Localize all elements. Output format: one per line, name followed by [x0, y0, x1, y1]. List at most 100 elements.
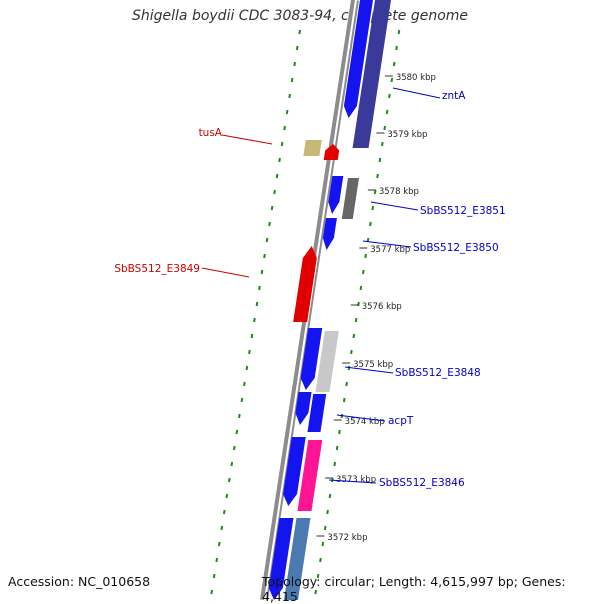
outer-tick-ring-mark	[395, 45, 398, 51]
outer-tick-ring-mark	[328, 493, 332, 499]
outer-tick-ring-mark	[316, 573, 320, 579]
outer-tick-ring-mark	[333, 461, 337, 467]
inner-tick-ring-mark	[260, 269, 264, 275]
outer-tick-ring-mark	[392, 61, 396, 67]
inner-tick-ring-mark	[240, 397, 244, 403]
inner-tick-ring-mark	[293, 61, 296, 67]
outer-tick-ring-mark	[364, 253, 367, 259]
gene-label-leader	[392, 87, 441, 99]
feature-block	[341, 178, 360, 219]
gene-label: acpT	[388, 415, 414, 427]
inner-tick-ring-mark	[222, 509, 226, 515]
feature-arrow	[268, 518, 294, 600]
inner-tick-ring-mark	[255, 301, 259, 307]
outer-tick-ring-mark	[338, 429, 341, 435]
outer-tick-ring-mark	[385, 109, 389, 115]
scale-tick-label: 3580 kbp	[396, 73, 436, 83]
outer-tick-ring-mark	[326, 509, 329, 515]
inner-tick-ring-mark	[230, 461, 234, 467]
feature-block	[315, 331, 339, 392]
gene-label-leader	[336, 414, 386, 422]
inner-tick-ring-mark	[275, 173, 279, 179]
outer-tick-ring-mark	[321, 541, 325, 547]
outer-tick-ring-mark	[361, 269, 365, 275]
inner-tick-ring-mark	[225, 493, 229, 499]
feature-block	[284, 518, 311, 600]
outer-tick-ring-mark	[373, 189, 377, 195]
outer-tick-ring-mark	[335, 445, 339, 451]
gene-label: zntA	[442, 90, 466, 102]
scale-tick-label: 3575 kbp	[353, 360, 393, 370]
feature-block	[307, 394, 327, 432]
inner-tick-ring-mark	[233, 445, 236, 451]
inner-tick-ring-mark	[258, 285, 261, 291]
scale-tick-label: 3572 kbp	[327, 533, 367, 543]
scale-tick-label: 3574 kbp	[345, 417, 385, 427]
inner-tick-ring-mark	[283, 125, 286, 131]
outer-tick-ring-mark	[376, 173, 379, 179]
gene-label-leader	[201, 267, 250, 278]
feature-block	[297, 440, 323, 511]
outer-tick-ring-mark	[359, 285, 363, 291]
inner-tick-ring-mark	[235, 429, 239, 435]
inner-tick-ring-mark	[290, 77, 294, 83]
inner-tick-ring-mark	[278, 157, 281, 163]
inner-tick-ring-mark	[253, 317, 256, 323]
outer-tick-ring-mark	[383, 125, 386, 131]
outer-tick-ring-mark	[345, 381, 348, 387]
scale-tick-label: 3576 kbp	[362, 302, 402, 312]
scale-tick-label: 3573 kbp	[336, 475, 376, 485]
scale-tick-label: 3578 kbp	[379, 187, 419, 197]
inner-tick-ring-mark	[298, 29, 301, 35]
outer-tick-ring-mark	[388, 93, 391, 99]
outer-tick-ring-mark	[354, 317, 358, 323]
outer-tick-ring-mark	[390, 77, 394, 83]
feature-arrow	[283, 437, 306, 506]
inner-tick-ring-mark	[248, 349, 251, 355]
gene-label: SbBS512_E3849	[114, 263, 200, 275]
feature-block	[352, 0, 391, 148]
inner-tick-ring-mark	[268, 221, 271, 227]
feature-arrow	[295, 392, 312, 425]
tick-rings	[210, 29, 401, 595]
inner-tick-ring-mark	[217, 541, 221, 547]
inner-tick-ring-mark	[270, 205, 274, 211]
inner-tick-ring-mark	[238, 413, 241, 419]
inner-tick-ring-mark	[250, 333, 254, 339]
gene-label: SbBS512_E3846	[379, 477, 465, 489]
inner-tick-ring-mark	[243, 381, 246, 387]
gene-label: tusA	[199, 127, 223, 139]
gene-label: SbBS512_E3848	[395, 367, 481, 379]
scale-tick-label: 3577 kbp	[370, 245, 410, 255]
feature-block	[303, 140, 322, 156]
inner-tick-ring-mark	[280, 141, 284, 147]
outer-tick-ring-mark	[342, 397, 346, 403]
scale-ticks: 3580 kbp 3579 kbp 3578 kbp 3577 kbp 3576 kbp…	[316, 73, 436, 543]
gene-label-leader	[221, 134, 273, 145]
outer-tick-ring-mark	[352, 333, 356, 339]
inner-tick-ring-mark	[245, 365, 249, 371]
outer-tick-ring-mark	[381, 141, 384, 147]
inner-tick-ring-mark	[212, 573, 216, 579]
accession-text: Accession: NC_010658	[8, 574, 151, 589]
feature-arrow	[323, 144, 340, 160]
feature-arrow	[343, 0, 373, 118]
feature-arrow	[293, 246, 317, 322]
inner-tick-ring-mark	[263, 253, 266, 259]
scale-tick-label: 3579 kbp	[387, 130, 427, 140]
inner-tick-ring-mark	[265, 237, 269, 243]
outer-tick-ring-mark	[323, 525, 327, 531]
outer-tick-ring-mark	[350, 349, 353, 355]
gene-label-leader	[328, 479, 377, 484]
feature-arrow	[300, 328, 323, 390]
gene-label: SbBS512_E3851	[420, 205, 506, 217]
gene-label-leader	[370, 201, 419, 211]
inner-tick-ring-mark	[228, 477, 231, 483]
outer-tick-ring-mark	[378, 157, 382, 163]
inner-tick-ring-mark	[285, 109, 289, 115]
feature-track	[268, 0, 391, 600]
gene-label: SbBS512_E3850	[413, 242, 499, 254]
gene-label-leader	[344, 366, 394, 374]
inner-tick-ring-mark	[215, 557, 219, 563]
